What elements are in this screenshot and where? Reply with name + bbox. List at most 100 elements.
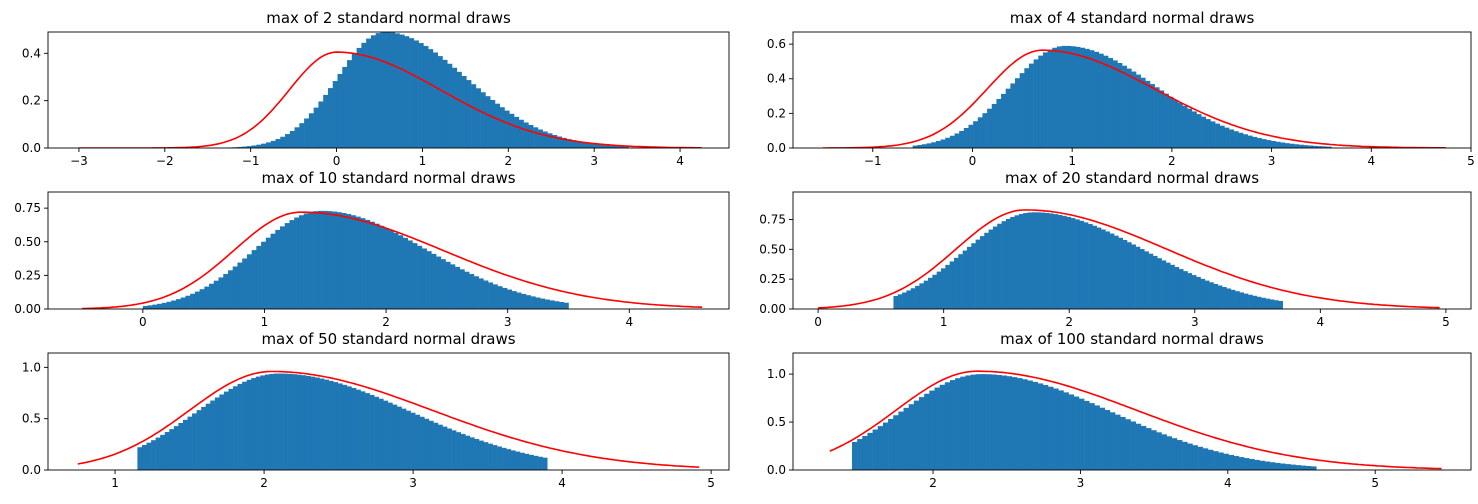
- histogram-bar: [251, 378, 257, 470]
- histogram-bar: [1165, 262, 1171, 309]
- x-tick-label: 1: [261, 315, 269, 329]
- histogram-bar: [514, 116, 520, 148]
- histogram-bar: [614, 146, 620, 148]
- histogram-bar: [940, 139, 946, 148]
- histogram-bar: [333, 382, 339, 470]
- histogram-bar: [1079, 220, 1085, 309]
- histogram-bar: [540, 298, 546, 309]
- histogram-bar: [980, 374, 987, 470]
- histogram-bar: [1033, 59, 1039, 148]
- histogram-bar: [530, 296, 536, 309]
- histogram-bar: [996, 99, 1002, 148]
- histogram-bar: [351, 53, 357, 148]
- histogram-bar: [1098, 53, 1104, 148]
- histogram-bar: [285, 134, 291, 148]
- histogram-bar: [1063, 392, 1069, 470]
- histogram-bar: [903, 407, 910, 470]
- histogram-bar: [142, 305, 148, 309]
- histogram-bar: [1058, 390, 1064, 470]
- histogram-bar: [317, 210, 323, 309]
- histogram-bar: [1238, 457, 1245, 470]
- histogram-bar: [478, 440, 484, 470]
- histogram-bar: [465, 435, 471, 470]
- histogram-bar: [308, 113, 314, 148]
- histogram-bar: [180, 297, 186, 309]
- histogram-bar: [351, 387, 357, 470]
- histogram-bar: [223, 391, 229, 470]
- histogram-bar: [413, 40, 419, 148]
- x-tick-label: 5: [707, 476, 715, 490]
- histogram-bar: [246, 379, 252, 470]
- x-tick-label: 3: [590, 154, 598, 168]
- histogram-bar: [374, 396, 380, 470]
- histogram-bar: [196, 410, 202, 470]
- x-tick-label: −1: [864, 154, 882, 168]
- histogram-bar: [1224, 127, 1230, 148]
- histogram-bar: [504, 110, 510, 148]
- histogram-bar: [1174, 266, 1180, 309]
- histogram-bar: [246, 254, 252, 309]
- histogram-bar: [1311, 466, 1317, 470]
- histogram-bar: [1094, 51, 1100, 148]
- histogram-bar: [556, 136, 563, 148]
- histogram-bar: [1042, 52, 1048, 148]
- histogram-bar: [1191, 275, 1197, 309]
- histogram-bar: [1249, 459, 1255, 470]
- x-tick-label: 4: [1317, 315, 1325, 329]
- x-tick-label: 1: [1068, 154, 1076, 168]
- histogram-bar: [485, 96, 491, 148]
- histogram-bar: [1205, 119, 1211, 148]
- histogram-bar: [1028, 63, 1034, 148]
- histogram-bar: [294, 217, 300, 309]
- axes-frame: [792, 191, 1472, 310]
- histogram-bar: [456, 71, 462, 148]
- histogram-bar: [986, 374, 992, 470]
- histogram-bar: [1042, 385, 1049, 470]
- histogram-bar: [934, 387, 940, 470]
- histogram-bar: [563, 302, 569, 309]
- histogram-bar: [1229, 129, 1234, 148]
- histogram-bar: [1108, 57, 1114, 148]
- histogram-bar: [1131, 71, 1137, 148]
- histogram-bar: [237, 262, 243, 309]
- histogram-bar: [552, 134, 558, 148]
- histogram-bar: [392, 404, 398, 470]
- histogram-bar: [323, 94, 329, 148]
- histogram-bar: [459, 269, 465, 309]
- histogram-bar: [327, 211, 333, 309]
- histogram-bar: [991, 374, 997, 470]
- histogram-bar: [1044, 212, 1050, 309]
- histogram-bar: [604, 145, 610, 148]
- histogram-bar: [327, 88, 334, 148]
- histogram-bar: [877, 426, 884, 470]
- histogram-bar: [369, 394, 375, 470]
- histogram-bar: [1156, 432, 1162, 470]
- histogram-bar: [474, 439, 480, 470]
- x-tick-label: 2: [1168, 154, 1176, 168]
- chart-panel-1: −3 −2 −1 0 1 2 3 4 0.0 0.2 0.4 max of 2 standard no…: [22, 9, 730, 168]
- histogram-bar: [1126, 68, 1132, 148]
- density-curve: [77, 370, 700, 468]
- histogram-bar: [915, 285, 920, 309]
- histogram-bar: [378, 398, 384, 470]
- histogram-bar: [187, 416, 193, 470]
- histogram-bar: [857, 439, 863, 470]
- x-tick-label: 2: [382, 315, 390, 329]
- histogram-bar: [975, 374, 982, 470]
- histogram-bar: [1305, 465, 1312, 470]
- histogram-bar: [982, 113, 988, 148]
- histogram-bar: [535, 297, 541, 309]
- chart-title: max of 20 standard normal draws: [1005, 169, 1259, 187]
- histogram-bar: [1024, 68, 1030, 148]
- histogram-bar: [1191, 111, 1197, 148]
- histogram-bar: [954, 133, 960, 148]
- histogram-bar: [1154, 87, 1160, 148]
- histogram-bar: [959, 130, 965, 148]
- histogram-bar: [199, 289, 205, 309]
- histogram-bar: [346, 386, 352, 470]
- histogram-bar: [398, 235, 404, 309]
- histogram-bar: [1088, 224, 1093, 309]
- histogram-bar: [152, 304, 158, 309]
- chart-panel-2: −1 0 1 2 3 4 5 0.0 0.2 0.4 0.6 max of 4 standard no…: [767, 9, 1475, 168]
- histogram-bar: [383, 400, 389, 470]
